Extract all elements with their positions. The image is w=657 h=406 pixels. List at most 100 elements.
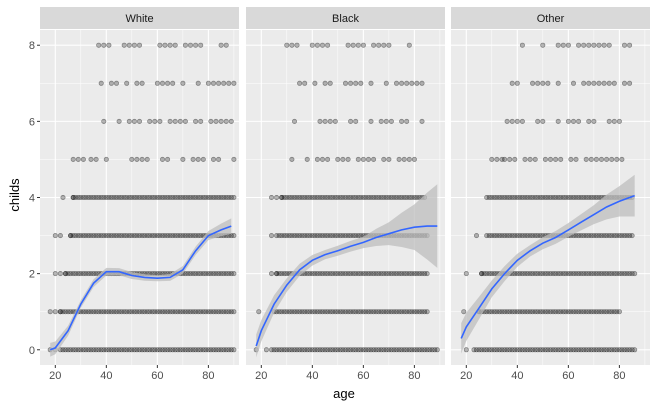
confidence-band (461, 174, 635, 354)
data-point (596, 347, 602, 353)
data-point (629, 271, 635, 277)
data-point (416, 347, 422, 353)
data-point (409, 195, 415, 201)
data-point (149, 309, 155, 315)
data-point (537, 195, 543, 201)
facet-strip-label: White (125, 13, 153, 25)
data-point (484, 271, 490, 277)
data-point (504, 309, 510, 315)
data-point (83, 309, 89, 315)
data-point (371, 195, 377, 201)
data-point (570, 195, 576, 201)
data-point (160, 195, 166, 201)
data-point (337, 271, 343, 277)
data-point (489, 309, 495, 315)
data-point (307, 233, 313, 239)
data-point (228, 195, 234, 201)
data-point (286, 195, 292, 201)
data-point (205, 347, 211, 353)
data-point (65, 347, 71, 353)
data-point (116, 118, 122, 124)
data-point (399, 347, 405, 353)
data-point (170, 80, 176, 86)
data-point (193, 118, 199, 124)
data-point (221, 195, 227, 201)
data-point (358, 195, 364, 201)
data-point (124, 195, 130, 201)
data-point (223, 309, 229, 315)
data-point (542, 271, 548, 277)
data-point (609, 347, 615, 353)
data-point (588, 156, 594, 162)
data-point (386, 309, 392, 315)
data-point (388, 309, 394, 315)
data-point (353, 118, 359, 124)
data-point (499, 309, 505, 315)
data-point (494, 233, 500, 239)
data-point (519, 347, 525, 353)
data-point (591, 42, 597, 48)
data-point (406, 347, 412, 353)
data-point (101, 42, 107, 48)
data-point (116, 233, 122, 239)
data-point (340, 347, 346, 353)
data-point (411, 195, 417, 201)
data-point (129, 347, 135, 353)
data-point (578, 271, 584, 277)
data-point (353, 271, 359, 277)
data-point (547, 347, 553, 353)
data-point (60, 309, 66, 315)
data-point (75, 233, 81, 239)
data-point (307, 347, 313, 353)
data-point (581, 42, 587, 48)
data-point (606, 118, 612, 124)
data-point (203, 309, 209, 315)
data-point (68, 233, 74, 239)
data-point (137, 309, 143, 315)
data-point (355, 195, 361, 201)
data-point (193, 271, 199, 277)
data-point (211, 156, 217, 162)
data-point (383, 118, 389, 124)
data-point (565, 118, 571, 124)
data-point (486, 233, 492, 239)
data-point (355, 233, 361, 239)
data-point (540, 80, 546, 86)
data-point (350, 195, 356, 201)
data-point (223, 42, 229, 48)
data-point (157, 347, 163, 353)
data-point (121, 347, 127, 353)
data-point (276, 347, 282, 353)
data-point (578, 347, 584, 353)
data-point (348, 233, 354, 239)
data-point (348, 271, 354, 277)
data-point (114, 195, 120, 201)
data-point (175, 233, 181, 239)
data-point (116, 309, 122, 315)
data-point (565, 271, 571, 277)
data-point (139, 195, 145, 201)
data-point (221, 80, 227, 86)
data-point (190, 347, 196, 353)
data-point (519, 233, 525, 239)
data-point (139, 233, 145, 239)
data-point (547, 156, 553, 162)
data-point (424, 309, 430, 315)
x-tick-label: 20 (460, 370, 472, 382)
data-point (284, 233, 290, 239)
data-point (624, 233, 630, 239)
data-point (211, 195, 217, 201)
data-point (591, 118, 597, 124)
data-point (406, 156, 412, 162)
data-point (550, 347, 556, 353)
data-point (170, 195, 176, 201)
data-point (198, 233, 204, 239)
data-point (499, 156, 505, 162)
data-point (353, 347, 359, 353)
panels-layer: White 20 40 60 80 0 2 4 6 8 Black 20 40 60 80 Other 20 40… (29, 7, 650, 382)
data-point (502, 347, 508, 353)
data-point (591, 80, 597, 86)
data-point (545, 195, 551, 201)
data-point (512, 347, 518, 353)
data-point (514, 118, 520, 124)
